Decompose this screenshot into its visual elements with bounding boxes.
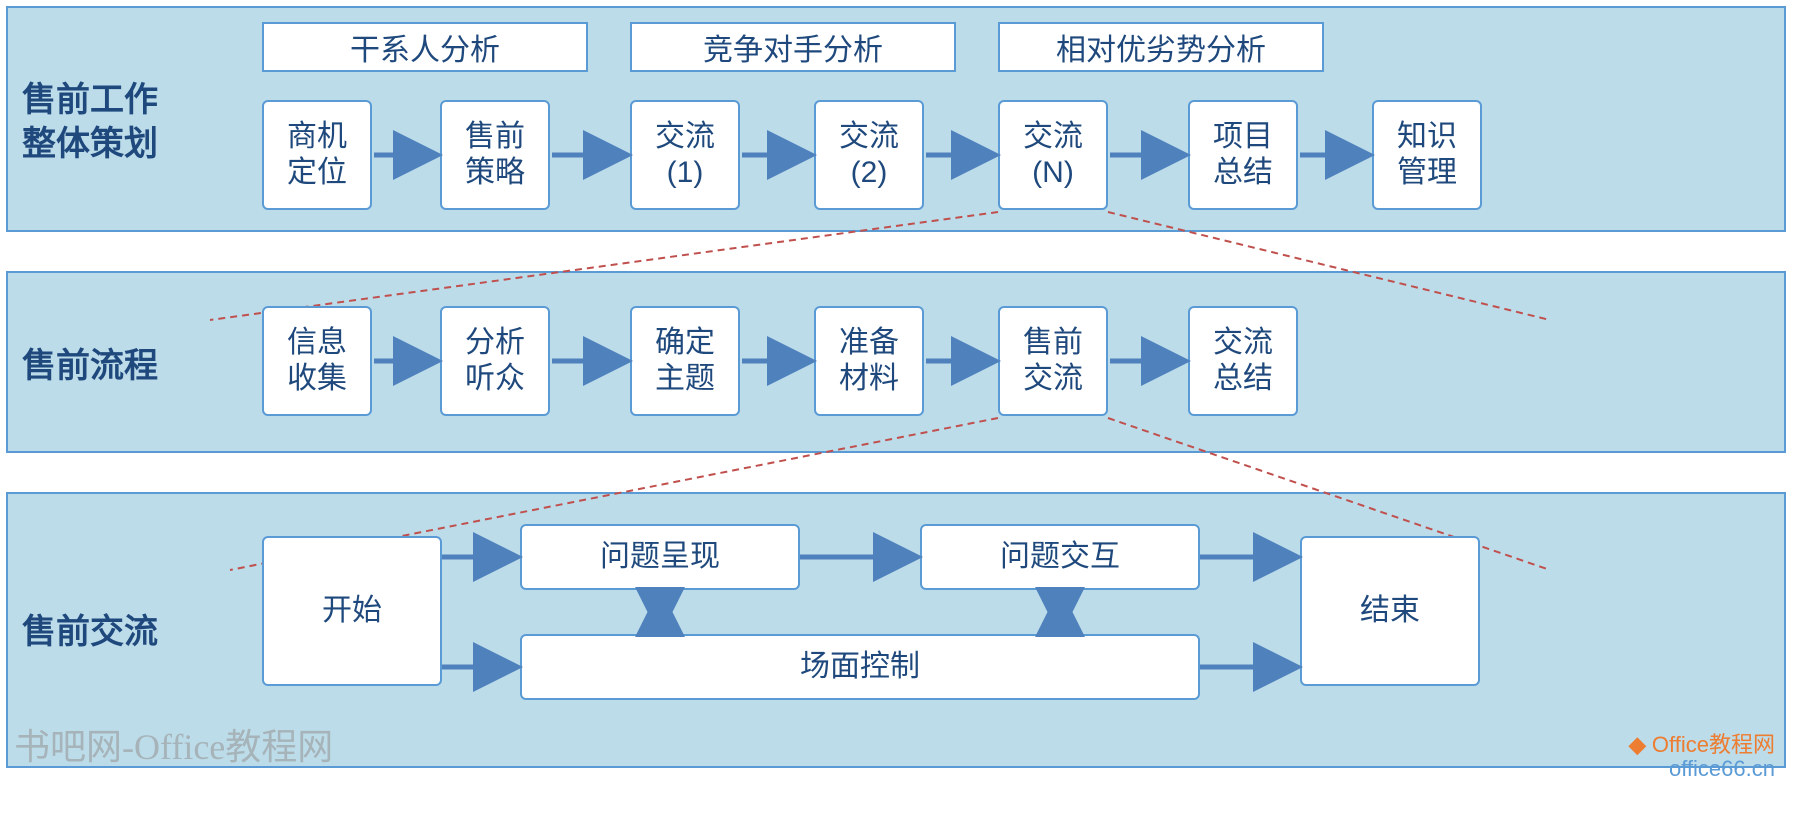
flow-box-r3b1: 开始: [262, 536, 442, 686]
panel-title-p3: 售前交流: [22, 610, 158, 654]
flow-box-r1b2: 售前 策略: [440, 100, 550, 210]
flow-box-r2b5: 售前 交流: [998, 306, 1108, 416]
header-box-h2: 竞争对手分析: [630, 22, 956, 72]
flow-box-r2b2: 分析 听众: [440, 306, 550, 416]
panel-title-p2: 售前流程: [22, 344, 158, 388]
header-box-h3: 相对优劣势分析: [998, 22, 1324, 72]
flow-box-r3b5: 结束: [1300, 536, 1480, 686]
panel-title-p1: 售前工作 整体策划: [22, 78, 158, 166]
flow-box-r2b6: 交流 总结: [1188, 306, 1298, 416]
flow-box-r3b3: 问题交互: [920, 524, 1200, 590]
flow-box-r3b4: 场面控制: [520, 634, 1200, 700]
flow-box-r2b4: 准备 材料: [814, 306, 924, 416]
watermark-right: ◆ Office教程网office66.cn: [1629, 733, 1775, 781]
flow-box-r3b2: 问题呈现: [520, 524, 800, 590]
flow-box-r1b1: 商机 定位: [262, 100, 372, 210]
flow-box-r1b6: 项目 总结: [1188, 100, 1298, 210]
flow-box-r1b4: 交流 (2): [814, 100, 924, 210]
flow-box-r1b5: 交流 (N): [998, 100, 1108, 210]
watermark-left: 书吧网-Office教程网: [14, 718, 333, 770]
flow-box-r2b3: 确定 主题: [630, 306, 740, 416]
flow-box-r1b3: 交流 (1): [630, 100, 740, 210]
flow-box-r1b7: 知识 管理: [1372, 100, 1482, 210]
header-box-h1: 干系人分析: [262, 22, 588, 72]
flow-box-r2b1: 信息 收集: [262, 306, 372, 416]
